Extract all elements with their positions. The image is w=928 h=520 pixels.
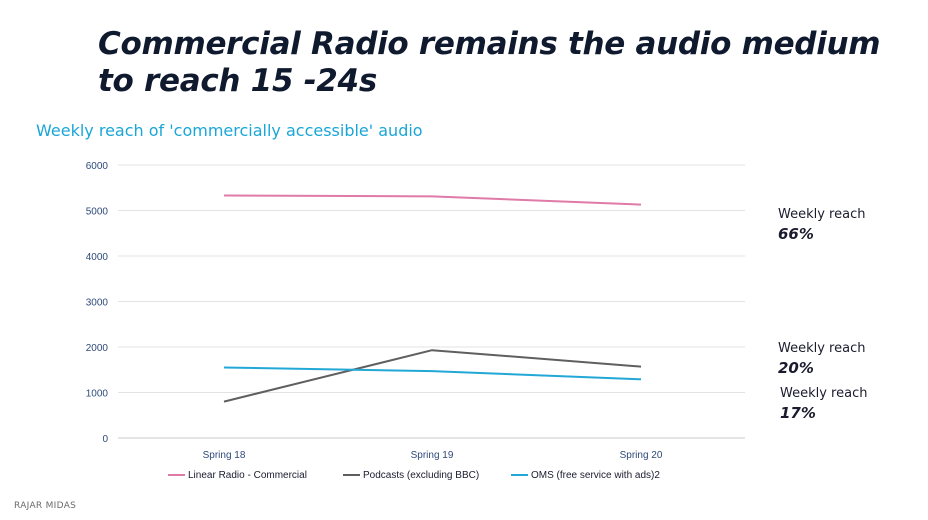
reach-annotation-podcasts: Weekly reach 20% xyxy=(778,340,865,378)
y-tick-label: 6000 xyxy=(86,161,109,172)
y-tick-label: 5000 xyxy=(86,207,109,218)
series-line xyxy=(223,194,642,206)
page-title: Commercial Radio remains the audio mediu… xyxy=(98,26,881,99)
x-tick-label: Spring 20 xyxy=(620,450,663,461)
series-line xyxy=(223,366,642,381)
reach-value: 66% xyxy=(778,225,814,243)
reach-label: Weekly reach xyxy=(778,341,866,356)
y-tick-label: 1000 xyxy=(86,389,109,400)
reach-value: 20% xyxy=(778,359,814,377)
reach-label: Weekly reach xyxy=(780,386,868,401)
x-tick-label: Spring 18 xyxy=(203,450,246,461)
reach-annotation-linear: Weekly reach 66% xyxy=(778,206,865,244)
y-tick-label: 2000 xyxy=(86,343,109,354)
chart-title: Weekly reach of 'commercially accessible… xyxy=(36,121,423,140)
source-note: RAJAR MIDAS xyxy=(14,501,77,511)
x-tick-label: Spring 19 xyxy=(411,450,454,461)
y-tick-label: 0 xyxy=(102,434,108,445)
y-tick-label: 4000 xyxy=(86,252,109,263)
reach-label: Weekly reach xyxy=(778,207,866,222)
legend-label: Linear Radio - Commercial xyxy=(188,470,307,481)
reach-annotation-oms: Weekly reach 17% xyxy=(780,385,867,423)
series-line xyxy=(223,349,642,403)
legend-label: OMS (free service with ads)2 xyxy=(531,470,660,481)
reach-value: 17% xyxy=(780,404,816,422)
legend-label: Podcasts (excluding BBC) xyxy=(363,470,479,481)
y-tick-label: 3000 xyxy=(86,298,109,309)
line-chart: 0 1000 2000 3000 4000 5000 6000 Spring 18 Spring… xyxy=(86,161,745,481)
